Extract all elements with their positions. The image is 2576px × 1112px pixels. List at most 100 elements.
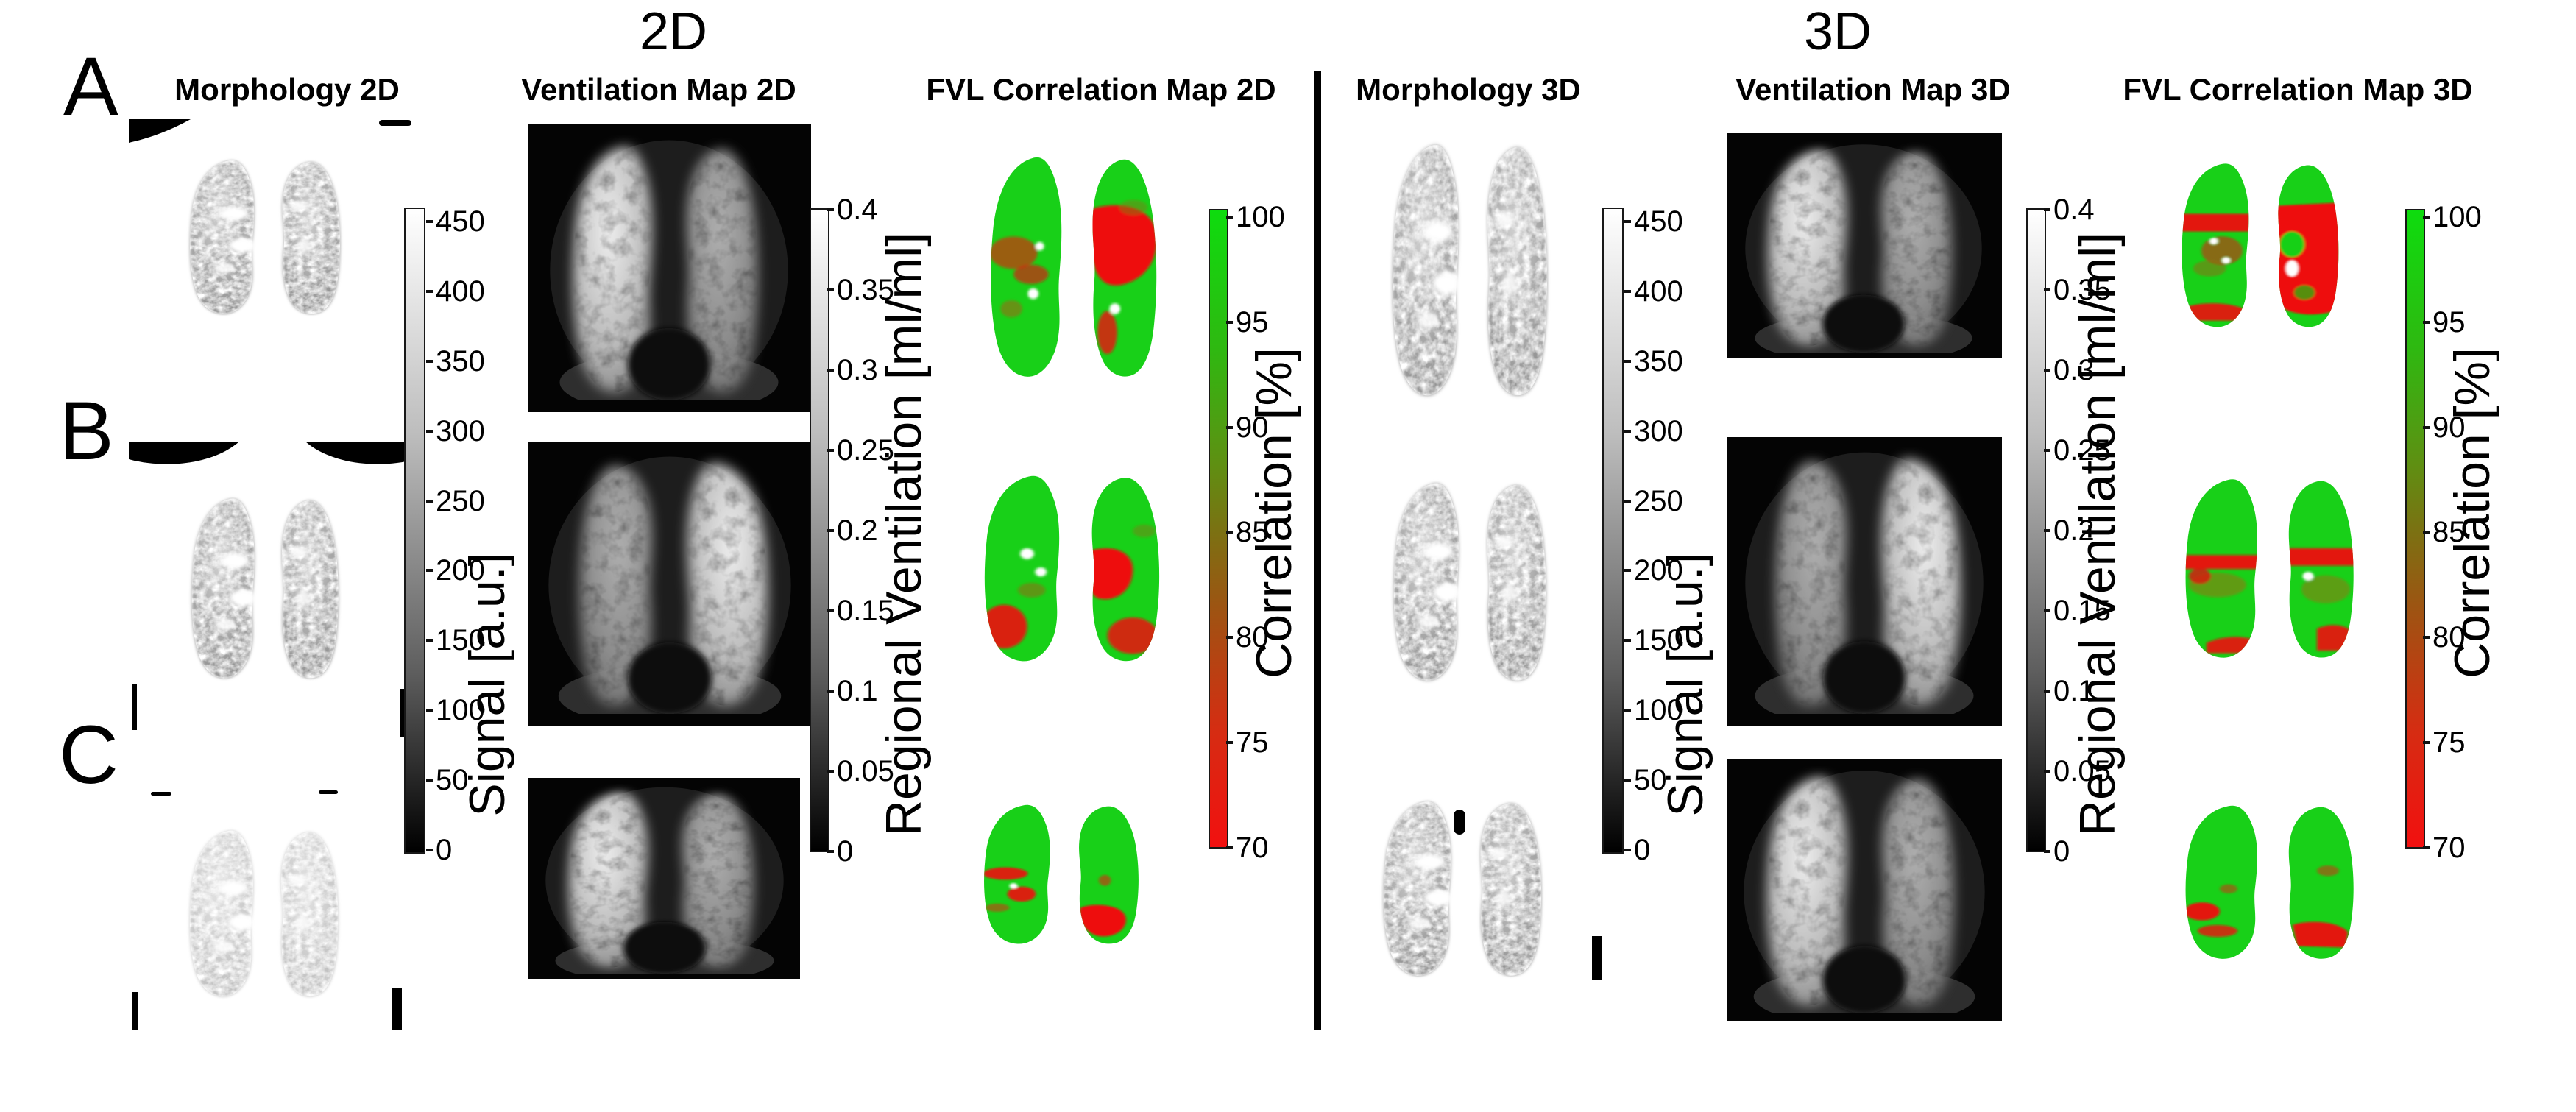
signal-axis-label-3d: Signal [a.u.] bbox=[1657, 552, 1713, 817]
colorbar-tick-label: 0.3 bbox=[2044, 355, 2111, 385]
colorbar-tick-label: 350 bbox=[426, 344, 485, 378]
fvl-correlation-map-2d-row-c bbox=[963, 798, 1166, 949]
shoulder-mark-icon bbox=[129, 442, 239, 464]
column-header-fvl-correlation-3d: FVL Correlation Map 3D bbox=[2123, 72, 2473, 107]
colorbar-tick-label: 0 bbox=[827, 837, 894, 866]
edge-mark-icon bbox=[132, 684, 137, 730]
colorbar-tick-label: 70 bbox=[1226, 833, 1285, 863]
signal-colorbar-2d bbox=[404, 208, 425, 854]
colorbar-tick-label: 50 bbox=[426, 765, 485, 795]
colorbar-tick-label: 100 bbox=[426, 694, 485, 727]
lung-morphology-graphic bbox=[1362, 793, 1569, 982]
correlation-axis-label-2d: Correlation [%] bbox=[1246, 347, 1302, 679]
colorbar-tick-label: 200 bbox=[426, 554, 485, 587]
colorbar-tick-label: 0 bbox=[2044, 837, 2111, 866]
fvl-correlation-map-3d-row-a bbox=[2160, 156, 2366, 333]
section-title-2d: 2D bbox=[639, 2, 708, 61]
colorbar-tick-label: 90 bbox=[2423, 413, 2482, 442]
colorbar-tick-label: 0.4 bbox=[2044, 195, 2111, 224]
lung-ventilation-graphic bbox=[1743, 447, 1986, 714]
colorbar-tick-label: 0.3 bbox=[827, 355, 894, 385]
colorbar-tick-label: 90 bbox=[1226, 413, 1285, 442]
colorbar-tick-label: 0.15 bbox=[2044, 595, 2111, 627]
morphology-2d-image-row-a bbox=[129, 118, 416, 419]
colorbar-tick-label: 400 bbox=[1624, 275, 1683, 308]
colorbar-tick-label: 100 bbox=[2423, 201, 2482, 233]
lung-morphology-graphic bbox=[1373, 474, 1573, 687]
ventilation-map-2d-image-row-b bbox=[528, 442, 811, 726]
colorbar-tick-label: 50 bbox=[1624, 765, 1683, 795]
column-header-ventilation-2d: Ventilation Map 2D bbox=[521, 72, 796, 107]
colorbar-tick-label: 0 bbox=[426, 835, 485, 865]
morphology-3d-image-row-c bbox=[1358, 765, 1645, 1030]
colorbar-tick-label: 250 bbox=[426, 484, 485, 517]
ventilation-axis-label-3d: Regional Ventilation [ml/ml] bbox=[2070, 232, 2126, 837]
signal-colorbar-3d bbox=[1602, 208, 1624, 854]
morphology-2d-image-row-b bbox=[129, 442, 416, 743]
colorbar-tick-label: 0 bbox=[1624, 835, 1683, 865]
row-label-b: B bbox=[59, 385, 114, 477]
signal-colorbar-3d-ticks: 450 400 350 300 250 200 150 100 50 0 bbox=[1624, 207, 1683, 865]
colorbar-tick-label: 80 bbox=[1226, 623, 1285, 652]
lung-morphology-graphic bbox=[169, 153, 367, 319]
lung-morphology-graphic bbox=[171, 490, 364, 684]
colorbar-tick-label: 100 bbox=[1226, 201, 1285, 233]
colorbar-tick-label: 0.2 bbox=[2044, 516, 2111, 545]
colorbar-tick-label: 300 bbox=[1624, 414, 1683, 447]
colorbar-tick-label: 0.05 bbox=[2044, 755, 2111, 787]
shoulder-mark-icon bbox=[305, 442, 416, 464]
lung-ventilation-graphic bbox=[543, 784, 786, 974]
colorbar-tick-label: 200 bbox=[1624, 554, 1683, 587]
colorbar-tick-label: 0.25 bbox=[2044, 434, 2111, 467]
correlation-colorbar-3d bbox=[2405, 209, 2425, 849]
shoulder-mark-icon bbox=[129, 119, 191, 143]
dot-mark-icon bbox=[1454, 810, 1465, 835]
lung-ventilation-graphic bbox=[546, 452, 793, 714]
correlation-colorbar-2d-ticks: 100 95 90 85 80 75 70 bbox=[1226, 201, 1285, 863]
colorbar-tick-label: 0.1 bbox=[2044, 676, 2111, 706]
lung-ventilation-graphic bbox=[548, 135, 790, 400]
colorbar-tick-label: 75 bbox=[2423, 728, 2482, 757]
colorbar-tick-label: 0.4 bbox=[827, 195, 894, 224]
colorbar-tick-label: 85 bbox=[2423, 517, 2482, 547]
colorbar-tick-label: 350 bbox=[1624, 344, 1683, 378]
shoulder-mark-icon bbox=[379, 120, 411, 126]
column-header-fvl-correlation-2d: FVL Correlation Map 2D bbox=[926, 72, 1276, 107]
colorbar-tick-label: 400 bbox=[426, 275, 485, 308]
row-label-c: C bbox=[59, 709, 118, 801]
fvl-correlation-map-3d-row-c bbox=[2162, 798, 2383, 964]
colorbar-tick-label: 100 bbox=[1624, 694, 1683, 727]
ventilation-map-2d-image-row-c bbox=[528, 778, 800, 979]
dash-mark-icon bbox=[319, 790, 338, 794]
section-divider-line bbox=[1314, 71, 1321, 1030]
colorbar-tick-label: 0.35 bbox=[2044, 274, 2111, 306]
colorbar-tick-label: 150 bbox=[426, 624, 485, 657]
correlation-colorbar-3d-ticks: 100 95 90 85 80 75 70 bbox=[2423, 201, 2482, 863]
ventilation-colorbar-3d-ticks: 0.4 0.35 0.3 0.25 0.2 0.15 0.1 0.05 0 bbox=[2044, 195, 2111, 866]
edge-mark-icon bbox=[1592, 936, 1602, 980]
dash-mark-icon bbox=[151, 792, 171, 796]
colorbar-tick-label: 300 bbox=[426, 414, 485, 447]
correlation-colorbar-2d bbox=[1209, 209, 1228, 849]
row-label-a: A bbox=[63, 40, 118, 132]
fvl-correlation-map-3d-row-b bbox=[2162, 471, 2383, 664]
morphology-3d-image-row-a bbox=[1365, 121, 1649, 419]
colorbar-tick-label: 0.1 bbox=[827, 676, 894, 706]
ventilation-colorbar-3d bbox=[2026, 208, 2046, 852]
morphology-2d-image-row-c bbox=[129, 765, 416, 1030]
column-header-morphology-3d: Morphology 3D bbox=[1356, 72, 1581, 107]
edge-mark-icon bbox=[400, 689, 406, 737]
colorbar-tick-label: 95 bbox=[1226, 308, 1285, 337]
colorbar-tick-label: 0.05 bbox=[827, 755, 894, 787]
edge-mark-icon bbox=[132, 992, 138, 1030]
colorbar-tick-label: 0.15 bbox=[827, 595, 894, 627]
column-header-ventilation-3d: Ventilation Map 3D bbox=[1735, 72, 2011, 107]
section-title-3d: 3D bbox=[1803, 2, 1872, 61]
colorbar-tick-label: 250 bbox=[1624, 484, 1683, 517]
ventilation-colorbar-2d-ticks: 0.4 0.35 0.3 0.25 0.2 0.15 0.1 0.05 0 bbox=[827, 195, 894, 866]
ventilation-axis-label-2d: Regional Ventilation [ml/ml] bbox=[876, 232, 932, 837]
colorbar-tick-label: 75 bbox=[1226, 728, 1285, 757]
column-header-morphology-2d: Morphology 2D bbox=[174, 72, 400, 107]
edge-mark-icon bbox=[392, 988, 402, 1030]
